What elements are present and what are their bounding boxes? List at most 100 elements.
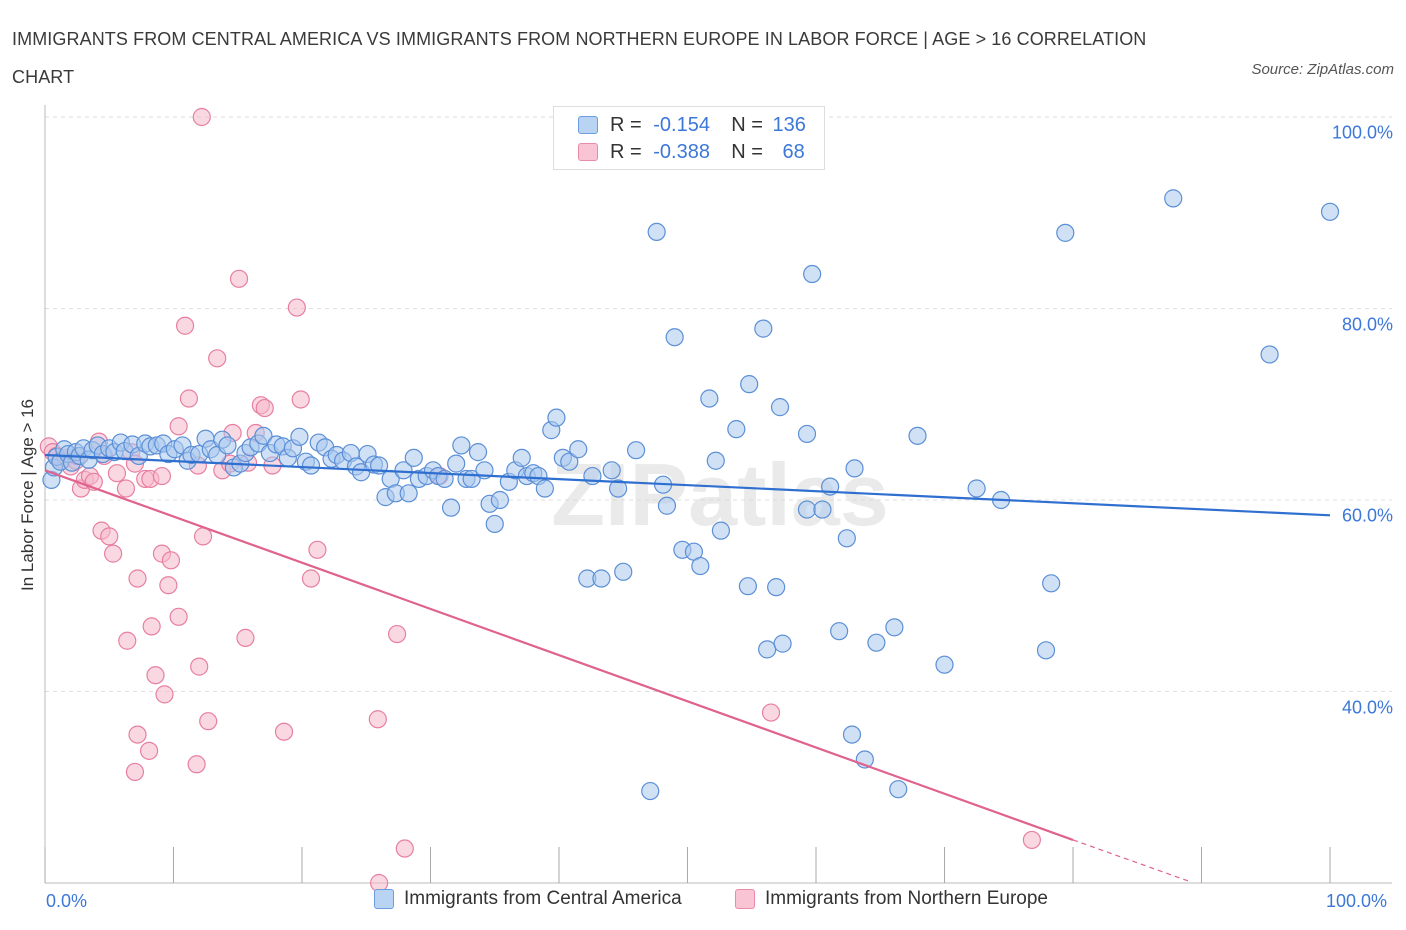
data-point-central-america <box>547 408 566 427</box>
data-point-central-america <box>218 436 237 455</box>
data-point-northern-europe <box>161 551 181 570</box>
data-point-northern-europe <box>274 722 294 741</box>
data-point-central-america <box>889 780 908 799</box>
data-point-northern-europe <box>192 107 211 127</box>
stats-row-northern-europe: R = -0.388 N = 68 <box>578 139 805 165</box>
data-point-central-america <box>813 500 832 519</box>
data-point-northern-europe <box>236 628 255 647</box>
data-point-central-america <box>592 569 611 588</box>
data-point-northern-europe <box>395 839 414 858</box>
data-point-central-america <box>706 451 725 470</box>
data-point-northern-europe <box>107 464 127 483</box>
r-value: -0.154 <box>653 113 710 136</box>
data-point-northern-europe <box>104 544 123 563</box>
data-point-northern-europe <box>125 762 145 782</box>
data-point-central-america <box>830 622 849 641</box>
data-point-central-america <box>867 633 886 652</box>
data-point-central-america <box>447 454 466 473</box>
chart-title: IMMIGRANTS FROM CENTRAL AMERICA VS IMMIG… <box>12 29 1147 87</box>
data-point-central-america <box>1056 223 1075 242</box>
n-label: N = <box>731 113 763 136</box>
n-value: 68 <box>782 140 805 163</box>
data-point-central-america <box>290 427 309 446</box>
data-point-central-america <box>614 562 633 581</box>
data-point-central-america <box>301 456 321 475</box>
y-tick-label: 60.0% <box>1341 505 1393 526</box>
data-point-central-america <box>254 426 273 445</box>
data-point-northern-europe <box>116 479 136 498</box>
pink-square-icon <box>735 889 755 909</box>
data-point-northern-europe <box>368 710 387 729</box>
stats-legend: R = -0.154 N = 136 R = -0.388 N = 68 <box>553 106 825 170</box>
data-point-northern-europe <box>159 576 178 595</box>
data-point-northern-europe <box>146 666 165 685</box>
data-point-central-america <box>770 398 790 417</box>
data-point-central-america <box>1036 641 1056 660</box>
y-tick-label: 40.0% <box>1341 697 1393 717</box>
data-point-northern-europe <box>142 617 161 636</box>
data-point-northern-europe <box>118 631 137 650</box>
data-point-central-america <box>700 389 719 408</box>
data-point-central-america <box>803 264 822 284</box>
data-point-northern-europe <box>308 540 327 559</box>
trend-line-central-america <box>44 453 1331 517</box>
data-point-central-america <box>647 222 666 241</box>
y-tick-label: 100.0% <box>1331 122 1393 143</box>
data-point-central-america <box>490 490 509 510</box>
data-point-central-america <box>641 781 660 801</box>
data-point-central-america <box>468 443 488 462</box>
data-point-central-america <box>797 424 817 444</box>
data-point-central-america <box>626 441 646 460</box>
data-point-northern-europe <box>139 741 159 760</box>
data-point-central-america <box>602 461 621 480</box>
data-point-central-america <box>691 556 710 576</box>
data-point-central-america <box>842 725 862 744</box>
data-point-central-america <box>740 375 759 394</box>
data-point-northern-europe <box>291 390 310 409</box>
blue-square-icon <box>374 889 394 909</box>
gridlines <box>45 116 1392 692</box>
data-point-northern-europe <box>255 398 274 418</box>
legend-item-northern-europe[interactable]: Immigrants from Northern Europe <box>735 888 1048 910</box>
data-point-central-america <box>885 618 904 637</box>
data-point-northern-europe <box>1022 830 1041 850</box>
data-point-central-america <box>711 521 731 540</box>
data-point-central-america <box>1260 345 1279 364</box>
data-point-northern-europe <box>179 389 199 408</box>
data-point-central-america <box>1164 189 1183 208</box>
data-point-central-america <box>773 634 792 653</box>
data-point-central-america <box>738 577 757 596</box>
data-point-northern-europe <box>190 657 209 676</box>
data-point-central-america <box>485 514 504 534</box>
data-point-central-america <box>657 496 677 515</box>
pink-swatch-icon <box>578 143 598 161</box>
legend-label: Immigrants from Central America <box>404 888 682 909</box>
data-point-northern-europe <box>169 417 188 436</box>
data-point-central-america <box>394 461 413 480</box>
data-point-northern-europe <box>301 569 321 588</box>
data-point-central-america <box>754 319 773 338</box>
data-point-northern-europe <box>169 607 188 626</box>
data-point-central-america <box>767 578 786 597</box>
data-point-central-america <box>797 500 817 519</box>
data-point-northern-europe <box>187 755 206 774</box>
x-tick-label-min: 0.0% <box>46 891 88 911</box>
data-point-central-america <box>452 436 471 455</box>
data-point-central-america <box>569 440 588 459</box>
data-point-central-america <box>935 655 954 674</box>
axes <box>44 105 1392 884</box>
stats-row-central-america: R = -0.154 N = 136 <box>578 112 806 138</box>
data-point-northern-europe <box>287 298 306 317</box>
data-point-central-america <box>399 484 418 503</box>
x-tick-label-max: 100.0% <box>1326 891 1388 911</box>
data-point-northern-europe <box>175 316 195 335</box>
trend-lines <box>44 453 1331 882</box>
trend-line-northern-europe <box>44 469 1074 841</box>
data-point-central-america <box>845 459 864 478</box>
data-point-central-america <box>727 420 746 439</box>
data-point-northern-europe <box>128 725 147 744</box>
data-point-northern-europe <box>229 269 249 288</box>
data-point-central-america <box>665 328 684 347</box>
data-point-northern-europe <box>387 624 407 644</box>
legend-item-central-america[interactable]: Immigrants from Central America <box>374 888 682 910</box>
